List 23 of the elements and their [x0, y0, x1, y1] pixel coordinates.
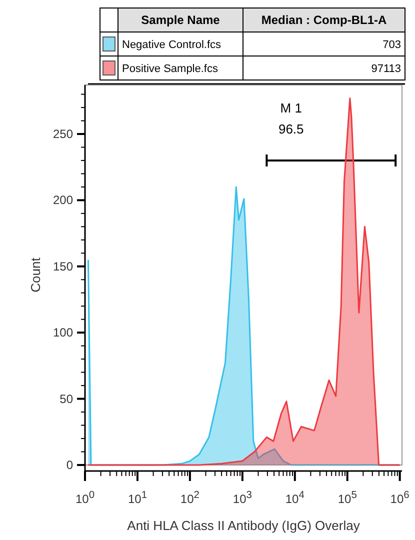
y-tick-label: 200 [52, 193, 74, 208]
y-tick-label: 50 [60, 392, 74, 406]
legend-title: Sample Name [141, 13, 220, 27]
text: 97113 [371, 63, 401, 75]
y-tick-label: 100 [52, 326, 74, 340]
text: 703 [382, 39, 401, 51]
x-tick-label: 10$^{4}$ [285, 490, 305, 506]
y-tick-label: 150 [52, 259, 74, 274]
y-tick-label: 250 [52, 126, 74, 141]
annotation: 96.5 [278, 121, 304, 136]
x-tick-label: 10$^{5}$ [338, 490, 358, 506]
legend-label: Negative Control.fcs [122, 39, 222, 51]
annotation: M 1 [280, 100, 302, 116]
x-tick-label: 10$^{3}$ [232, 490, 252, 506]
x-tick-label: 10$^{6}$ [390, 490, 410, 506]
x-tick-label: 10$^{0}$ [75, 490, 95, 506]
x-tick-label: 10$^{2}$ [180, 490, 200, 506]
x-tick-label: 10$^{1}$ [128, 490, 148, 506]
y-tick-label: 0 [66, 458, 74, 472]
legend-label: Positive Sample.fcs [122, 63, 218, 75]
x-axis-title: Anti HLA Class II Antibody (IgG) Overlay [127, 518, 360, 533]
text: Median : Comp-BL1-A [261, 13, 387, 27]
y-axis-title: Count [28, 257, 43, 292]
